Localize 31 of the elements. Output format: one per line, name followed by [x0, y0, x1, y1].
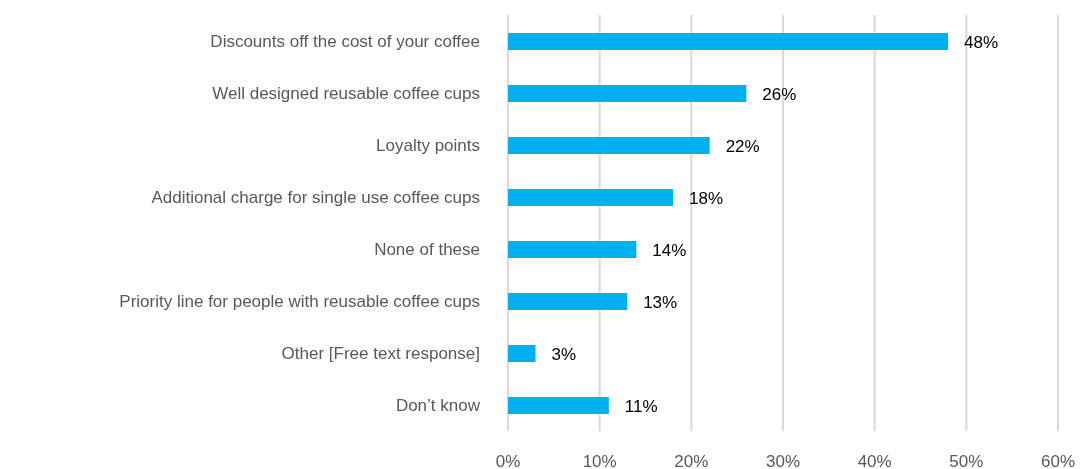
data-label: 11% — [624, 396, 658, 416]
data-label: 48% — [964, 32, 999, 52]
bar — [508, 345, 536, 362]
y-tick-label: Don’t know — [395, 396, 481, 416]
bar — [508, 397, 609, 414]
y-tick-label: Discounts off the cost of your coffee — [210, 32, 480, 52]
bar — [508, 33, 948, 50]
x-tick-label: 50% — [949, 452, 984, 469]
data-label: 26% — [762, 84, 797, 104]
bar — [508, 293, 628, 310]
bar — [508, 137, 710, 154]
x-tick-label: 20% — [674, 452, 709, 469]
x-tick-label: 10% — [582, 452, 617, 469]
data-label: 22% — [725, 136, 760, 156]
bar — [508, 241, 637, 258]
data-label: 13% — [643, 292, 678, 312]
y-tick-label: Other [Free text response] — [281, 344, 480, 364]
data-label: 18% — [689, 188, 724, 208]
y-tick-label: Priority line for people with reusable coffee cups — [119, 292, 480, 312]
y-tick-label: Loyalty points — [376, 136, 480, 156]
x-tick-label: 30% — [765, 452, 801, 469]
y-tick-label: Well designed reusable coffee cups — [212, 84, 480, 104]
x-tick-label: 60% — [1040, 452, 1076, 469]
data-label: 3% — [551, 344, 577, 364]
x-tick-label: 40% — [857, 452, 892, 469]
bar — [508, 189, 673, 206]
x-tick-label: 0% — [495, 452, 521, 469]
data-label: 14% — [652, 240, 687, 260]
y-tick-label: None of these — [374, 240, 480, 260]
bar — [508, 85, 747, 102]
y-tick-label: Additional charge for single use coffee cups — [151, 188, 480, 208]
